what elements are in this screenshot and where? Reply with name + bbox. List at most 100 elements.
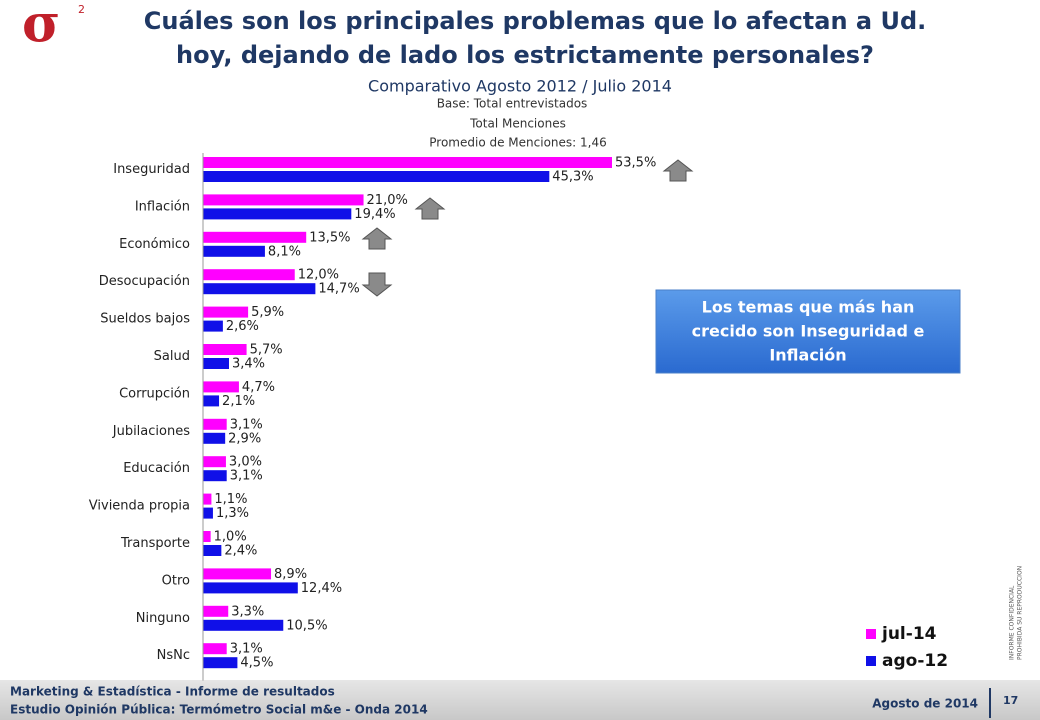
bar xyxy=(203,545,222,556)
note: Promedio de Menciones: 1,46 xyxy=(429,136,606,150)
bar xyxy=(203,358,229,369)
bar xyxy=(203,381,239,393)
value-label: 4,5% xyxy=(240,656,273,671)
page-number: 17 xyxy=(1003,694,1018,707)
bar xyxy=(203,531,211,542)
value-label: 19,4% xyxy=(354,207,395,222)
category-label: Educación xyxy=(123,461,190,476)
legend-swatch xyxy=(866,656,876,666)
bar xyxy=(203,643,227,655)
value-label: 21,0% xyxy=(367,193,408,208)
up-arrow xyxy=(361,227,393,250)
legend-label: jul-14 xyxy=(881,624,937,644)
value-label: 2,9% xyxy=(228,431,261,446)
footer-text: Estudio Opinión Pública: Termómetro Soci… xyxy=(10,703,428,717)
value-label: 1,1% xyxy=(214,492,247,507)
value-label: 5,7% xyxy=(250,343,283,358)
value-label: 12,0% xyxy=(298,268,339,283)
category-label: Económico xyxy=(119,237,190,252)
category-label: Vivienda propia xyxy=(89,499,190,514)
bar xyxy=(203,568,272,580)
value-label: 10,5% xyxy=(286,618,327,633)
note: Base: Total entrevistados xyxy=(437,97,588,111)
side-note: INFORME CONFIDENCIAL PROHIBIDA SU REPROD… xyxy=(1009,566,1024,660)
category-label: Desocupación xyxy=(99,274,190,289)
value-label: 3,3% xyxy=(231,604,264,619)
trend-arrows xyxy=(361,159,694,297)
bar xyxy=(203,619,284,631)
callout-text: Los temas que más han xyxy=(702,298,915,317)
value-label: 5,9% xyxy=(251,305,284,320)
callout-box xyxy=(655,289,961,374)
value-label: 2,6% xyxy=(226,319,259,334)
title: Cuáles son los principales problemas que… xyxy=(144,7,927,35)
bar xyxy=(203,344,247,355)
value-label: 14,7% xyxy=(318,282,359,297)
category-label: Corrupción xyxy=(119,386,190,401)
note: Total Menciones xyxy=(469,117,566,131)
footer-band xyxy=(0,680,1040,720)
bar xyxy=(203,320,223,332)
bar xyxy=(203,231,307,243)
bar xyxy=(203,245,265,257)
category-label: Inflación xyxy=(135,199,190,214)
logo-sup: 2 xyxy=(78,3,85,16)
bar xyxy=(203,208,352,220)
value-label: 3,1% xyxy=(230,469,263,484)
category-label: Inseguridad xyxy=(113,162,190,177)
value-label: 12,4% xyxy=(301,581,342,596)
bar xyxy=(203,432,226,444)
category-label: Jubilaciones xyxy=(112,424,190,439)
value-label: 8,1% xyxy=(268,244,301,259)
bar xyxy=(203,194,364,206)
bar xyxy=(203,306,249,318)
value-label: 3,4% xyxy=(232,357,265,372)
value-label: 3,1% xyxy=(230,417,263,432)
up-arrow xyxy=(414,197,446,220)
callout-text: Inflación xyxy=(769,346,846,365)
bar xyxy=(203,418,227,430)
side-note-text: INFORME CONFIDENCIAL xyxy=(1009,585,1016,660)
category-label: Ninguno xyxy=(136,611,190,626)
bar xyxy=(203,507,213,519)
category-label: Otro xyxy=(162,573,190,588)
value-label: 8,9% xyxy=(274,567,307,582)
value-label: 13,5% xyxy=(309,230,350,245)
bar xyxy=(203,283,316,295)
legend-label: ago-12 xyxy=(882,651,948,671)
bar xyxy=(203,456,226,468)
bar xyxy=(203,470,227,482)
value-label: 4,7% xyxy=(242,380,275,395)
category-label: NsNc xyxy=(157,648,190,663)
bar xyxy=(203,157,612,168)
footer-text: Marketing & Estadística - Informe de res… xyxy=(10,685,335,699)
value-label: 1,0% xyxy=(214,530,247,545)
subtitle: Comparativo Agosto 2012 / Julio 2014 xyxy=(368,77,672,96)
category-label: Sueldos bajos xyxy=(100,312,190,327)
bar xyxy=(203,395,220,407)
value-label: 3,0% xyxy=(229,455,262,470)
bar xyxy=(203,269,295,281)
down-arrow xyxy=(361,272,393,297)
bar xyxy=(203,171,550,182)
value-label: 2,1% xyxy=(222,394,255,409)
bar xyxy=(203,605,229,617)
up-arrow xyxy=(662,159,694,182)
bar xyxy=(203,582,298,594)
value-label: 2,4% xyxy=(224,544,257,559)
footer-date: Agosto de 2014 xyxy=(872,697,978,711)
value-label: 1,3% xyxy=(216,506,249,521)
logo: σ xyxy=(22,0,60,55)
callout-text: crecido son Inseguridad e xyxy=(692,322,925,341)
value-label: 45,3% xyxy=(552,170,593,185)
bar xyxy=(203,657,238,669)
category-label: Salud xyxy=(154,349,190,364)
value-label: 53,5% xyxy=(615,156,656,171)
bar xyxy=(203,493,212,505)
side-note-text: PROHIBIDA SU REPRODUCCION xyxy=(1017,566,1024,660)
legend-swatch xyxy=(866,629,876,639)
value-label: 3,1% xyxy=(230,642,263,657)
title: hoy, dejando de lado los estrictamente p… xyxy=(176,41,874,69)
